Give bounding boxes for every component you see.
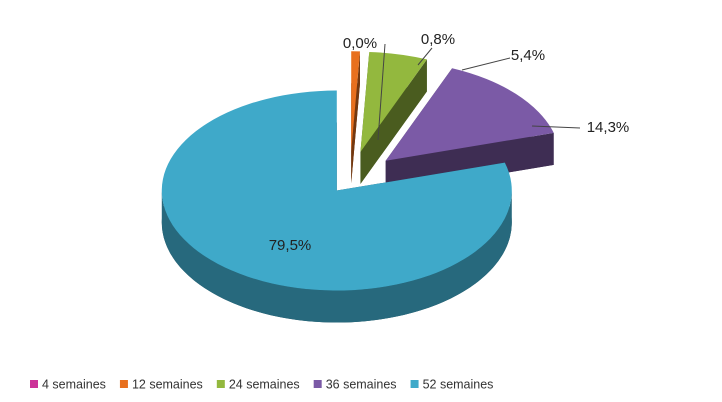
data-label: 14,3% xyxy=(587,119,630,136)
pie-slice xyxy=(161,90,512,291)
legend-label: 4 semaines xyxy=(42,377,106,391)
leader-line xyxy=(417,47,433,66)
data-label: 79,5% xyxy=(269,237,312,254)
leader-line xyxy=(461,57,511,71)
legend-label: 36 semaines xyxy=(326,377,397,391)
legend-swatch xyxy=(313,380,322,388)
slice-side xyxy=(360,59,427,184)
legend-swatch xyxy=(119,380,128,388)
data-label: 0,8% xyxy=(421,31,455,48)
legend-label: 24 semaines xyxy=(229,377,300,391)
data-label: 5,4% xyxy=(511,47,545,64)
legend-swatch xyxy=(30,380,38,388)
legend-swatch xyxy=(216,380,225,388)
data-label: 0,0% xyxy=(343,35,377,52)
slice-wall xyxy=(161,190,512,323)
pie-slice xyxy=(351,51,360,152)
pie-slice xyxy=(360,52,427,152)
leader-line xyxy=(377,43,386,141)
legend-swatch xyxy=(410,380,419,388)
legend-label: 52 semaines xyxy=(423,377,494,391)
leader-line xyxy=(531,125,581,129)
pie-slice xyxy=(385,68,554,161)
slice-side xyxy=(351,51,360,184)
legend-label: 12 semaines xyxy=(132,377,203,391)
